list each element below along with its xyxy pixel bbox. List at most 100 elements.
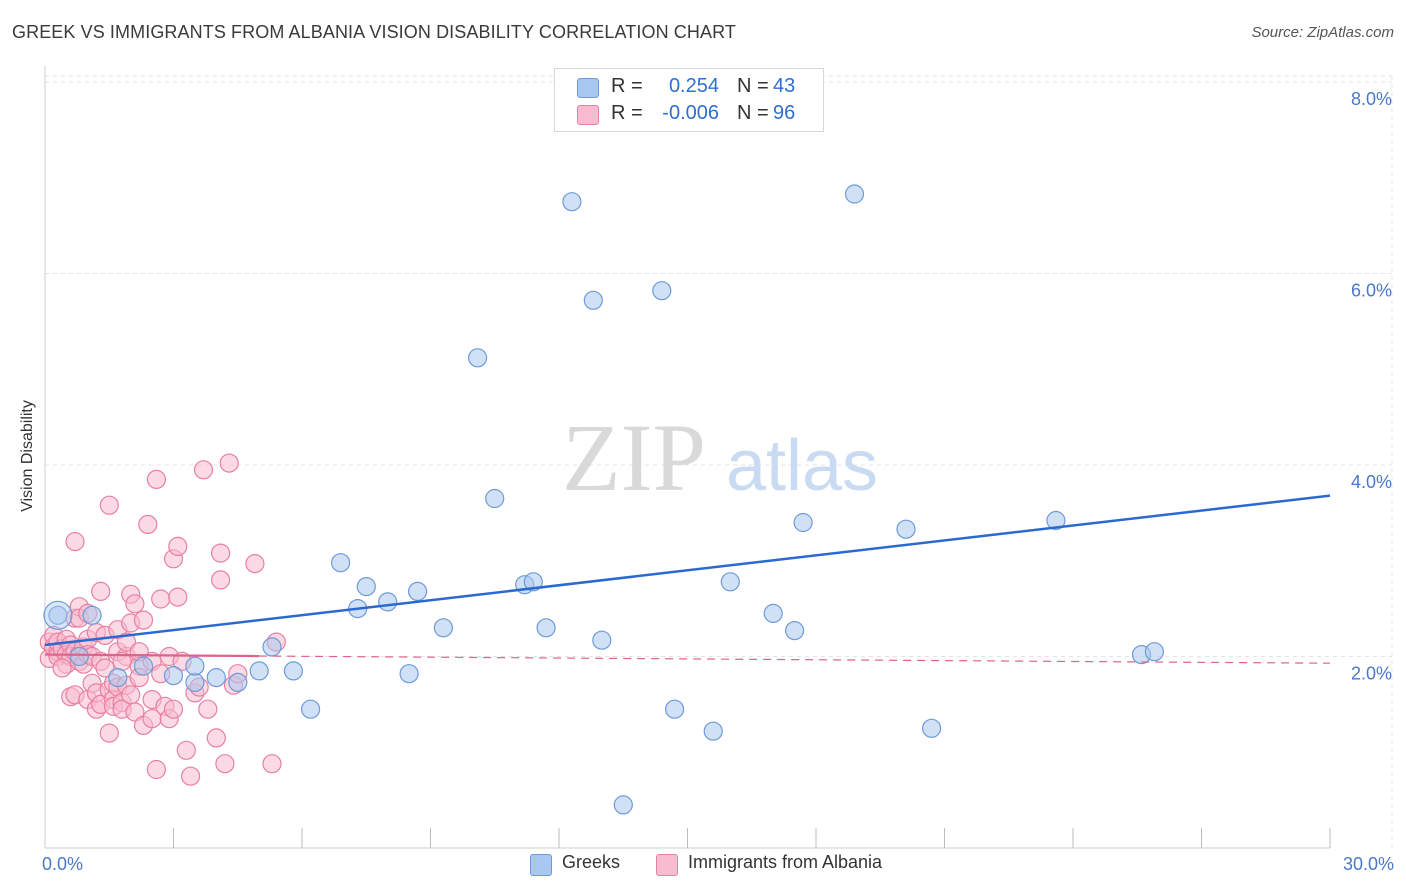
greeks-point[interactable] [703,721,723,741]
greeks-point[interactable] [48,605,68,625]
greeks-point[interactable] [1046,510,1066,531]
tick-labels: 2.0% 4.0% 6.0% 8.0% 0.0% 30.0% [42,89,1394,874]
greeks-point[interactable] [408,581,428,602]
legend-label: Greeks [562,852,621,872]
trend-lines [44,494,1331,664]
albania-point[interactable] [52,658,72,678]
albania-point[interactable] [125,702,145,722]
n-label: N = [737,75,769,97]
r-label: R = [611,102,643,124]
greeks-point[interactable] [356,576,376,597]
greeks-point[interactable] [108,667,128,688]
watermark-atlas: atlas [726,426,878,506]
albania-point[interactable] [91,581,111,602]
greeks-point[interactable] [331,553,351,573]
albania-point[interactable] [125,594,145,614]
albania-point[interactable] [193,460,214,480]
albania-point[interactable] [138,514,158,535]
greeks-point[interactable] [844,184,865,204]
greeks-point[interactable] [613,795,633,815]
greeks-point[interactable] [69,646,89,667]
greeks-point[interactable] [399,664,419,684]
greeks-point[interactable] [133,656,154,676]
greeks-trend-line [44,494,1331,647]
greeks-point[interactable] [262,637,282,657]
greeks-point[interactable] [163,665,184,686]
greeks-point[interactable] [378,592,398,612]
greeks-point[interactable] [793,512,813,533]
n-value: 96 [773,102,796,124]
albania-point[interactable] [219,453,239,473]
greeks-point[interactable] [592,630,612,650]
albania-point[interactable] [262,754,282,774]
albania-point[interactable] [163,699,184,719]
albania-point[interactable] [181,766,201,786]
greeks-point-large[interactable] [43,600,73,630]
albania-point[interactable] [198,699,218,719]
albania-point[interactable] [65,531,85,552]
albania-point[interactable] [121,685,141,705]
greeks-point[interactable] [468,348,488,368]
albania-point[interactable] [206,728,226,748]
r-label: R = [611,75,643,97]
r-value: 0.254 [668,75,719,97]
grid [45,75,1393,848]
y-tick-label: 8.0% [1351,89,1392,109]
y-tick-label: 6.0% [1351,281,1392,301]
y-tick-label: 4.0% [1351,472,1392,492]
greeks-point[interactable] [249,661,269,681]
greeks-point[interactable] [536,618,556,638]
albania-point[interactable] [116,632,137,652]
albania-point[interactable] [215,754,235,774]
greeks-point[interactable] [185,672,205,693]
x-tick-label-max: 30.0% [1343,854,1394,874]
albania-trend-line [44,653,260,658]
albania-point[interactable] [211,570,231,590]
greeks-point[interactable] [523,572,543,592]
albania-point[interactable] [146,469,166,489]
greeks-point[interactable] [763,603,783,624]
greeks-point[interactable] [652,281,672,301]
greeks-point[interactable] [784,620,805,641]
greeks-points [43,184,1165,815]
greeks-swatch [577,78,599,98]
albania-trend-line-extension [259,655,1331,664]
albania-point[interactable] [95,658,115,678]
greeks-point[interactable] [720,572,740,592]
greeks-point[interactable] [433,618,453,638]
albania-point[interactable] [151,589,171,609]
albania-points [39,453,286,786]
albania-point[interactable] [176,740,196,760]
r-value: -0.006 [662,102,719,124]
legend-label: Immigrants from Albania [688,852,883,872]
greeks-point[interactable] [485,488,505,509]
greeks-point[interactable] [283,661,303,681]
albania-swatch [656,854,678,876]
greeks-point[interactable] [921,718,942,738]
albania-point[interactable] [99,723,119,743]
greeks-swatch [530,854,552,876]
albania-point[interactable] [99,495,119,515]
albania-point[interactable] [211,543,231,563]
greeks-point[interactable] [206,667,226,688]
albania-point[interactable] [245,553,265,574]
greeks-point[interactable] [82,605,102,625]
albania-point[interactable] [146,759,166,780]
greeks-point[interactable] [301,699,321,719]
albania-point[interactable] [168,536,188,557]
greeks-point[interactable] [1144,642,1165,662]
x-tick-label-min: 0.0% [42,854,83,874]
chart-title: GREEK VS IMMIGRANTS FROM ALBANIA VISION … [12,22,736,42]
greeks-point[interactable] [896,519,916,539]
albania-point[interactable] [168,587,188,607]
greeks-point[interactable] [583,290,603,310]
greeks-point[interactable] [228,672,248,693]
greeks-point[interactable] [664,699,685,719]
watermark-zip: ZIP [562,404,706,511]
greeks-point[interactable] [185,656,205,676]
albania-point[interactable] [133,610,154,630]
greeks-point[interactable] [562,192,582,212]
albania-swatch [577,105,599,125]
stats-legend: R = 0.254 N = 43 R = -0.006 N = 96 [554,68,824,132]
